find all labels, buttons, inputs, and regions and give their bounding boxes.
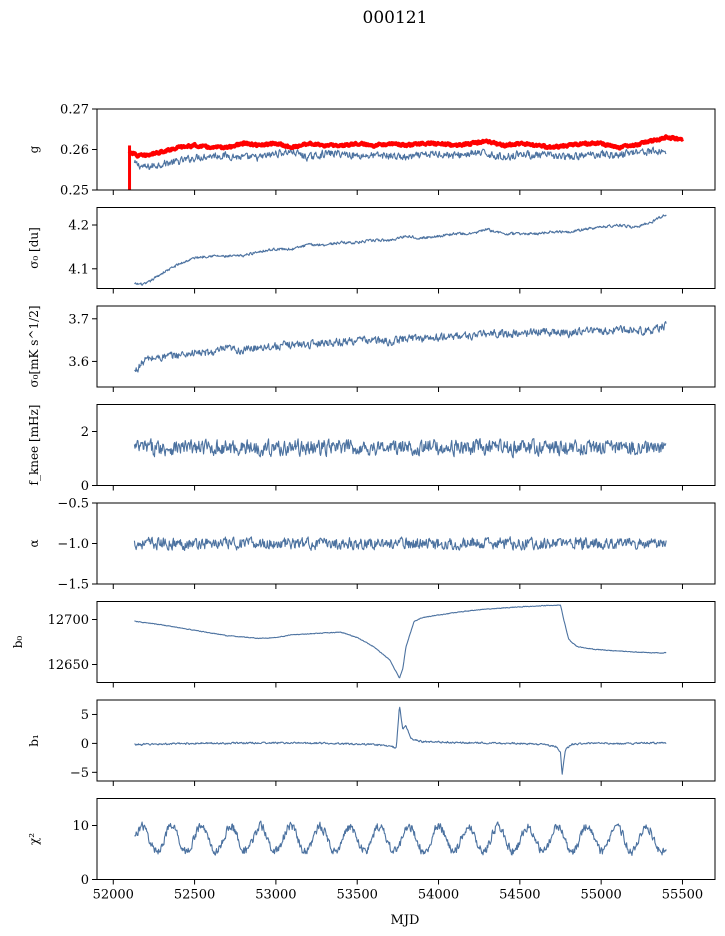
panel-fknee: 0 2 f_knee [mHz] — [27, 404, 716, 494]
x-tick-label: 55500 — [662, 888, 703, 903]
panel-frame — [96, 207, 716, 289]
series-line-alpha-1 — [133, 536, 667, 552]
x-tick-label: 54500 — [499, 888, 540, 903]
panel-frame — [96, 108, 716, 191]
y-axis-label: f_knee [mHz] — [27, 405, 41, 486]
y-tick-label: 0.26 — [60, 143, 89, 158]
y-axis-label: b₀ — [11, 636, 25, 649]
y-tick-label: 4.1 — [68, 262, 89, 277]
y-axis-label: g — [27, 145, 41, 153]
panel-frame — [96, 798, 716, 880]
y-tick-label: 5 — [81, 708, 89, 723]
y-tick-label: 0.25 — [60, 184, 89, 199]
x-axis-label: MJD — [391, 913, 420, 928]
y-tick-label: 3.7 — [68, 312, 89, 327]
y-axis-label: α — [27, 539, 41, 547]
series-line-fknee-1 — [133, 438, 667, 459]
y-tick-label: 12700 — [48, 613, 89, 628]
y-tick-label: −5 — [70, 766, 89, 781]
y-tick-label: −0.5 — [57, 497, 89, 512]
panel-frame — [96, 305, 716, 388]
series-line-sigma0-mk-1 — [134, 321, 667, 373]
panels: 0.25 0.26 0.27 g 4.1 4.2 σ₀ [du] 3.6 3.7 σ₀[mK s^… — [11, 103, 716, 903]
panel-b1: −5 0 5 b₁ — [27, 699, 716, 786]
y-tick-label: 0.27 — [60, 103, 89, 118]
y-axis-label: σ₀[mK s^1/2] — [27, 305, 41, 387]
series-line-sigma0-du-1 — [134, 214, 667, 286]
series-line-g-1 — [133, 146, 667, 171]
x-tick-label: 53000 — [255, 888, 296, 903]
panel-frame — [96, 699, 716, 782]
panel-sigma0-du: 4.1 4.2 σ₀ [du] — [27, 207, 716, 294]
series-line-g-2 — [127, 134, 685, 159]
panel-frame — [96, 404, 716, 486]
y-axis-label: σ₀ [du] — [27, 227, 41, 269]
y-tick-label: 2 — [81, 425, 89, 440]
y-tick-label: 0 — [81, 479, 89, 494]
y-tick-label: −1.5 — [57, 578, 89, 593]
panel-frame — [96, 601, 716, 683]
series-line-b0-1 — [134, 604, 667, 679]
y-tick-label: 4.2 — [68, 219, 89, 234]
y-tick-label: 10 — [72, 819, 89, 834]
panel-b0: 12650 12700 b₀ — [11, 601, 716, 688]
y-axis-label: b₁ — [27, 734, 41, 747]
x-tick-label: 54000 — [418, 888, 459, 903]
figure-title: 000121 — [363, 8, 428, 28]
x-tick-label: 53500 — [337, 888, 378, 903]
y-tick-label: 0 — [81, 737, 89, 752]
series-line-b1-1 — [134, 706, 667, 775]
y-tick-label: 12650 — [48, 658, 89, 673]
y-tick-label: 0 — [81, 873, 89, 888]
x-tick-label: 52000 — [93, 888, 134, 903]
y-tick-label: 3.6 — [68, 355, 89, 370]
panel-sigma0-mk: 3.6 3.7 σ₀[mK s^1/2] — [27, 305, 716, 392]
y-axis-label: χ² — [27, 833, 41, 845]
panel-alpha: −1.5 −1.0 −0.5 α — [27, 497, 716, 593]
x-tick-label: 52500 — [174, 888, 215, 903]
panel-g: 0.25 0.26 0.27 g — [27, 103, 716, 199]
panel-frame — [96, 502, 716, 585]
panel-chi2: 0 10 52000 52500 53000 53500 54000 54500 55000 55… — [27, 798, 716, 903]
y-tick-label: −1.0 — [57, 537, 89, 552]
x-tick-label: 55000 — [580, 888, 621, 903]
series-line-chi2-1 — [134, 820, 667, 856]
